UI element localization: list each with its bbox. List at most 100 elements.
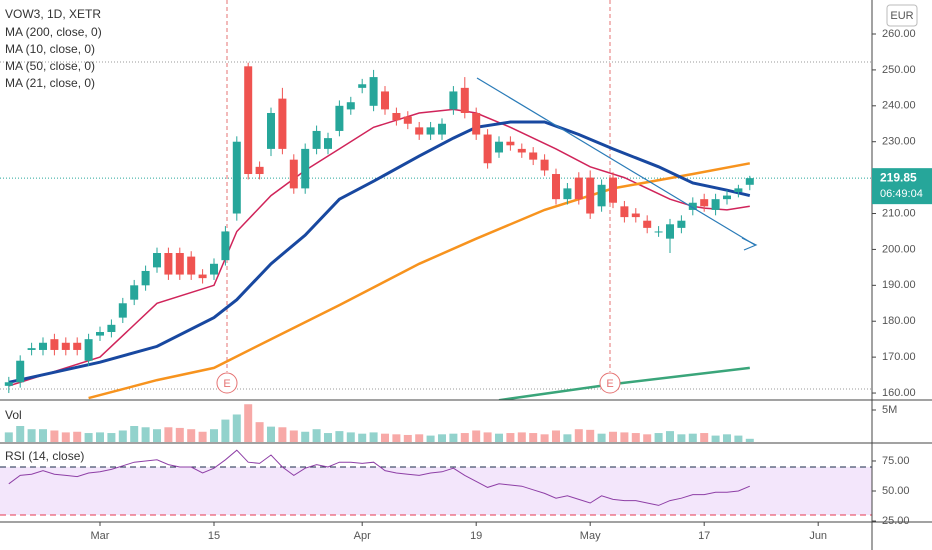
candle-body [323, 138, 332, 149]
volume-bar [494, 433, 503, 442]
volume-bar [551, 430, 560, 442]
volume-bar [152, 429, 161, 442]
y-tick-label: 210.00 [882, 207, 916, 219]
volume-bar [517, 432, 526, 442]
y-tick-label: 50.00 [882, 485, 910, 497]
candle-body [540, 159, 549, 171]
candle-body [529, 152, 538, 160]
volume-bar [722, 434, 731, 442]
volume-bar [711, 435, 720, 442]
volume-bar [688, 433, 697, 442]
volume-bar [620, 432, 629, 442]
x-tick-label: May [580, 530, 601, 542]
candle-body [494, 141, 503, 153]
volume-bar [529, 433, 538, 442]
candle-body [84, 339, 93, 361]
volume-bar [563, 434, 572, 442]
volume-bar [472, 430, 481, 442]
volume-bar [4, 432, 13, 442]
volume-bar [335, 431, 344, 442]
y-tick-label: 75.00 [882, 455, 910, 467]
candle-body [506, 141, 515, 146]
axes: 160.00170.00180.00190.00200.00210.00220.… [91, 28, 932, 542]
volume-bar [734, 435, 743, 442]
volume-bar [483, 432, 492, 442]
volume-bar [39, 429, 48, 442]
volume-bar [289, 430, 298, 442]
candle-body [312, 130, 321, 149]
x-tick-label: Jun [809, 530, 827, 542]
earnings-marker [599, 372, 621, 394]
volume-bar [665, 431, 674, 442]
legend-entry: MA (50, close, 0) [5, 59, 95, 73]
candle-body [61, 342, 70, 350]
volume-bar [164, 427, 173, 442]
volume-bar [426, 435, 435, 442]
candle-body [175, 253, 184, 275]
y-tick-label: 190.00 [882, 279, 916, 291]
candle-body [244, 66, 253, 175]
volume-bar [700, 433, 709, 442]
volume-bar [209, 429, 218, 442]
y-tick-label: 180.00 [882, 315, 916, 327]
y-tick-label: 250.00 [882, 64, 916, 76]
currency: EUR [890, 10, 913, 22]
y-tick-label: 160.00 [882, 387, 916, 399]
volume-bar [221, 419, 230, 442]
candle-body [574, 177, 583, 200]
volume-bar [677, 434, 686, 442]
candle-body [255, 166, 264, 175]
x-tick-label: 17 [698, 530, 710, 542]
last-price-label: 219.85 [880, 170, 917, 184]
volume-bar [586, 429, 595, 442]
volume-bar [278, 427, 287, 442]
volume-bar [95, 432, 104, 442]
candle-body [403, 116, 412, 124]
candle-body [449, 91, 458, 110]
volume-bar [312, 429, 321, 442]
candle-body [643, 220, 652, 228]
x-tick-label: 15 [208, 530, 220, 542]
symbol-title: VOW3, 1D, XETR [5, 7, 101, 21]
legend-entry: MA (10, close, 0) [5, 42, 95, 56]
candle-body [586, 177, 595, 214]
volume-bar [654, 433, 663, 442]
volume-bar [175, 427, 184, 442]
candle-body [358, 84, 367, 88]
volume-bar [358, 433, 367, 442]
candle-body [4, 382, 13, 386]
volume-bar [437, 434, 446, 442]
candle-body [209, 263, 218, 275]
candle-body [631, 213, 640, 218]
candle-body [483, 134, 492, 164]
candle-body [677, 220, 686, 228]
volume-bar [255, 422, 264, 442]
volume-bar [84, 433, 93, 442]
volume-bar [244, 404, 253, 442]
earnings-label: E [223, 378, 230, 390]
volume-bar [608, 431, 617, 442]
volume-bar [198, 431, 207, 442]
overlay: E E [216, 77, 758, 394]
candle-body [95, 331, 104, 336]
legend-entry: MA (21, close, 0) [5, 76, 95, 90]
y-tick-label: 25.00 [882, 515, 910, 527]
candle-body [266, 112, 275, 149]
candle-body [335, 105, 344, 131]
candle-body [232, 141, 241, 214]
volume-bar [745, 438, 754, 442]
currency-box [886, 4, 918, 27]
candle-body [608, 177, 617, 203]
candle-body [107, 324, 116, 332]
volume-bar [392, 434, 401, 442]
legend-entry: MA (200, close, 0) [5, 25, 102, 39]
y-tick-label: 260.00 [882, 28, 916, 40]
earnings-marker [216, 372, 238, 394]
candle-body [563, 188, 572, 200]
trend-arrow [741, 237, 758, 251]
candle-body [141, 270, 150, 286]
candle-body [187, 256, 196, 275]
candle-body [654, 231, 663, 233]
candle-body [688, 202, 697, 210]
volume-bar [27, 429, 36, 442]
